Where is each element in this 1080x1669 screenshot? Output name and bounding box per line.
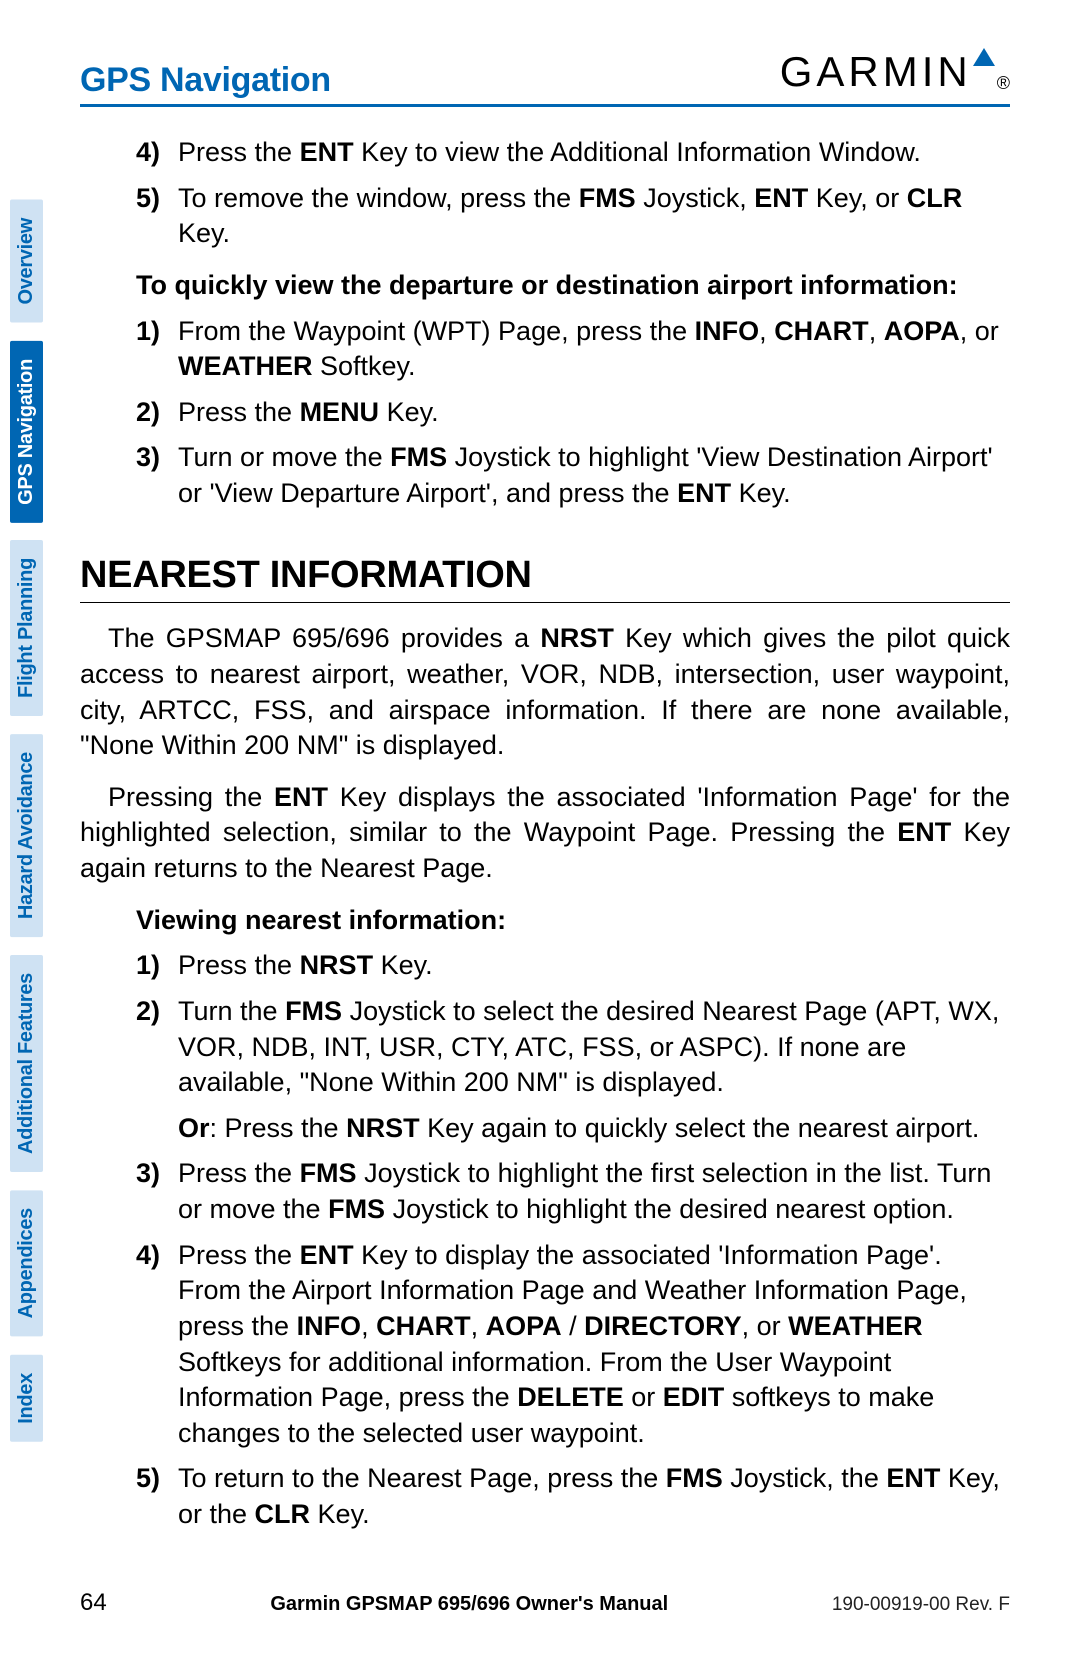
header-rule xyxy=(80,104,1010,107)
side-tab[interactable]: Additional Features xyxy=(10,955,43,1172)
page-footer: 64 Garmin GPSMAP 695/696 Owner's Manual … xyxy=(80,1589,1010,1617)
document-revision: 190-00919-00 Rev. F xyxy=(832,1594,1010,1616)
step-number: 2) xyxy=(136,395,178,431)
step-text: Press the FMS Joystick to highlight the … xyxy=(178,1156,1010,1227)
list-item: 2)Press the MENU Key. xyxy=(136,395,1010,431)
body-paragraph: The GPSMAP 695/696 provides a NRST Key w… xyxy=(80,621,1010,764)
body-paragraph: Pressing the ENT Key displays the associ… xyxy=(80,780,1010,887)
continued-steps-list: 4)Press the ENT Key to view the Addition… xyxy=(80,135,1010,252)
step-number: 2) xyxy=(136,994,178,1147)
manual-title: Garmin GPSMAP 695/696 Owner's Manual xyxy=(270,1593,668,1616)
list-item: 2)Turn the FMS Joystick to select the de… xyxy=(136,994,1010,1147)
side-tab[interactable]: Appendices xyxy=(10,1190,43,1336)
list-item: 3)Press the FMS Joystick to highlight th… xyxy=(136,1156,1010,1227)
side-tab[interactable]: Hazard Avoidance xyxy=(10,734,43,937)
page-body: 4)Press the ENT Key to view the Addition… xyxy=(80,135,1010,1533)
list-item: 4)Press the ENT Key to view the Addition… xyxy=(136,135,1010,171)
logo-text: GARMIN xyxy=(780,48,972,96)
step-number: 3) xyxy=(136,1156,178,1227)
list-item: 4)Press the ENT Key to display the assoc… xyxy=(136,1238,1010,1452)
step-number: 5) xyxy=(136,181,178,252)
side-tab[interactable]: Overview xyxy=(10,200,43,323)
list-item: 5)To return to the Nearest Page, press t… xyxy=(136,1461,1010,1532)
garmin-logo: GARMIN ® xyxy=(780,48,1010,100)
logo-triangle-icon xyxy=(973,48,995,66)
step-text: Press the ENT Key to display the associa… xyxy=(178,1238,1010,1452)
side-tab[interactable]: Flight Planning xyxy=(10,540,43,716)
nearest-info-heading: Nearest Information xyxy=(80,550,1010,600)
step-text: Press the NRST Key. xyxy=(178,948,1010,984)
step-text: Turn the FMS Joystick to select the desi… xyxy=(178,994,1010,1147)
viewing-nearest-steps-list: 1)Press the NRST Key.2)Turn the FMS Joys… xyxy=(80,948,1010,1532)
step-number: 1) xyxy=(136,948,178,984)
step-text: To return to the Nearest Page, press the… xyxy=(178,1461,1010,1532)
step-number: 1) xyxy=(136,314,178,385)
step-text: To remove the window, press the FMS Joys… xyxy=(178,181,1010,252)
section-title: GPS Navigation xyxy=(80,61,331,100)
viewing-nearest-heading: Viewing nearest information: xyxy=(80,903,1010,939)
step-text: Turn or move the FMS Joystick to highlig… xyxy=(178,440,1010,511)
step-subtext: Or: Press the NRST Key again to quickly … xyxy=(178,1111,1010,1147)
step-text: Press the MENU Key. xyxy=(178,395,1010,431)
step-number: 5) xyxy=(136,1461,178,1532)
step-number: 3) xyxy=(136,440,178,511)
step-text: From the Waypoint (WPT) Page, press the … xyxy=(178,314,1010,385)
list-item: 1)From the Waypoint (WPT) Page, press th… xyxy=(136,314,1010,385)
side-tab[interactable]: Index xyxy=(10,1355,43,1442)
step-text: Press the ENT Key to view the Additional… xyxy=(178,135,1010,171)
list-item: 1)Press the NRST Key. xyxy=(136,948,1010,984)
side-tab-strip: Index Appendices Additional Features Hazard… xyxy=(10,200,43,1442)
page-number: 64 xyxy=(80,1589,107,1617)
step-number: 4) xyxy=(136,1238,178,1452)
step-number: 4) xyxy=(136,135,178,171)
side-tab[interactable]: GPS Navigation xyxy=(10,341,43,523)
quick-view-heading: To quickly view the departure or destina… xyxy=(80,268,1010,304)
list-item: 3)Turn or move the FMS Joystick to highl… xyxy=(136,440,1010,511)
page-header: GPS Navigation GARMIN ® xyxy=(80,48,1010,100)
list-item: 5)To remove the window, press the FMS Jo… xyxy=(136,181,1010,252)
quick-view-steps-list: 1)From the Waypoint (WPT) Page, press th… xyxy=(80,314,1010,512)
h2-rule xyxy=(80,602,1010,604)
logo-registered: ® xyxy=(997,73,1010,94)
nearest-info-paragraphs: The GPSMAP 695/696 provides a NRST Key w… xyxy=(80,621,1010,886)
